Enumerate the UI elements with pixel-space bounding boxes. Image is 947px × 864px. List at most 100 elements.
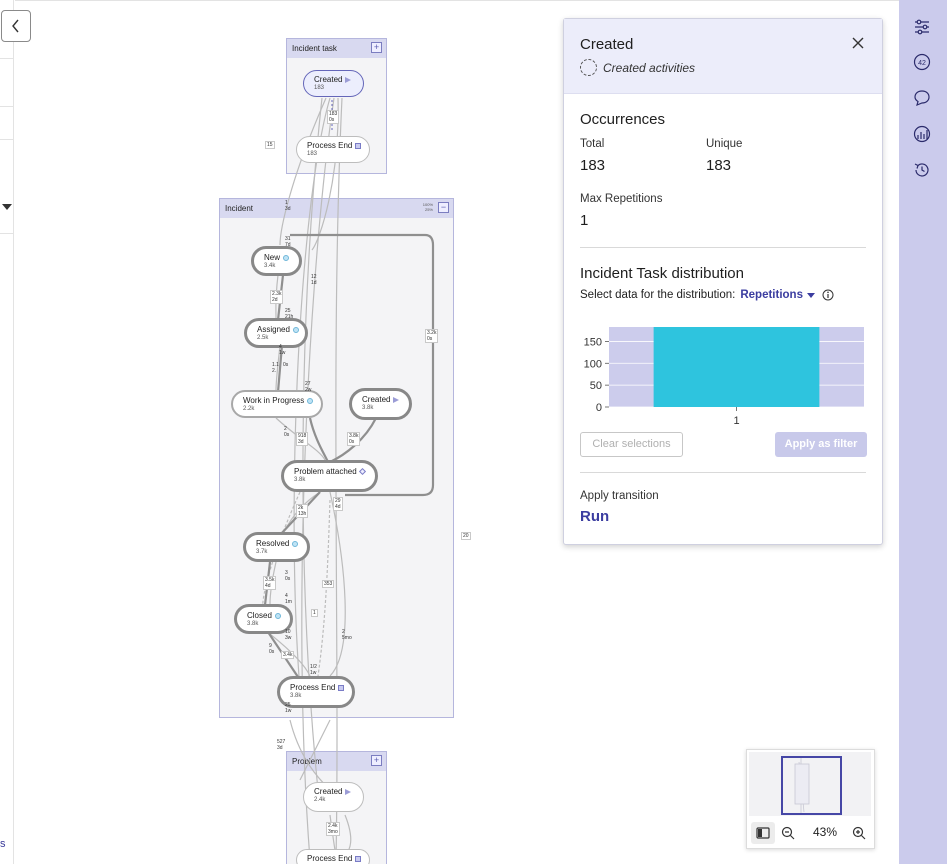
occurrences-heading: Occurrences [580,111,666,128]
max-repetitions-label: Max Repetitions [580,193,663,205]
end-icon [338,684,345,691]
zoom-level: 43% [813,825,838,839]
panel-subtitle: Created activities [603,60,696,75]
start-icon [345,788,352,795]
node-problem-attached[interactable]: Problem attached 3.8k [281,460,378,492]
close-panel-button[interactable] [852,36,864,54]
apply-as-filter-button[interactable]: Apply as filter [775,432,867,457]
clear-selections-button[interactable]: Clear selections [580,432,683,457]
minimap-graph [794,758,810,814]
edge-label: 2k 13h [296,504,309,518]
edge-label: 1 [311,609,318,617]
left-panel-strip [0,0,14,864]
settings-sliders-icon[interactable] [913,18,931,36]
edge-label: 2.3k 2d [270,290,284,304]
node-closed[interactable]: Closed 3.8k [234,604,293,634]
bar[interactable] [653,327,820,407]
comment-icon[interactable] [913,89,931,107]
expand-group-button[interactable]: + [371,755,382,766]
zoom-in-icon[interactable] [852,826,866,840]
edge-label: 3.5k 4d [263,576,277,590]
activity-icon [274,612,281,619]
edge-label: 3 0s [285,570,291,582]
minimap-viewport[interactable] [781,756,842,815]
info-icon[interactable] [822,289,834,301]
minimap-preview[interactable] [749,752,871,816]
node-created-problem-source[interactable]: Created 3.8k [349,388,412,420]
svg-text:42: 42 [918,60,926,67]
start-icon [345,76,352,83]
edge-label: 27 2w [305,381,312,393]
caret-down-icon[interactable] [806,291,816,299]
edge-label: 15 [265,141,275,149]
transition-run-link[interactable]: Run [580,508,610,525]
collapse-back-button[interactable] [1,10,31,42]
y-tick-label: 150 [584,336,602,348]
activity-details-panel: Created Created activities Occurrences T… [563,18,883,545]
start-icon [393,396,400,403]
analytics-icon[interactable] [913,125,931,143]
node-assigned[interactable]: Assigned 2.5k [244,318,308,348]
total-label: Total [580,138,605,150]
distribution-heading: Incident Task distribution [580,265,744,282]
activity-diamond-icon [358,468,366,476]
panel-title: Created [580,36,634,53]
fit-view-icon [756,827,770,839]
edge-label: 3.2k 0s [425,329,439,343]
edge-label: 2 0s [284,426,290,438]
group-title: Incident [225,204,254,213]
collapse-group-button[interactable]: − [438,202,449,213]
edge-label: 31 7d [285,236,291,248]
activity-icon [292,326,299,333]
minimap[interactable]: 43% [746,749,875,849]
edge-label: 1 3d [285,200,291,212]
x-tick-label: 1 [733,415,739,427]
right-toolbar: 42 [899,0,947,864]
zoom-out-icon[interactable] [781,826,795,840]
close-icon [852,37,864,49]
apply-transition-label: Apply transition [580,490,659,502]
edge-label: 353 [322,580,335,588]
distribution-chart[interactable]: 150 100 50 0 1 [574,319,874,439]
edge-label: 29 4d [333,497,343,511]
expand-group-button[interactable]: + [371,42,382,53]
edge-label: 3.4k [281,651,295,659]
edge-label: 10 3w [285,629,292,641]
node-process-end-problem[interactable]: Process End [296,849,370,864]
activity-icon [292,540,299,547]
total-value: 183 [580,157,606,174]
end-icon [355,855,362,862]
node-created-incident-task[interactable]: Created 183 [303,70,364,97]
edge-label: 2 5mo [342,629,352,641]
edge-label: 25 1w [285,702,292,714]
y-tick-label: 0 [596,402,602,414]
left-panel-link-text[interactable]: s [0,838,6,850]
distribution-prompt: Select data for the distribution: [580,289,736,301]
node-work-in-progress[interactable]: Work in Progress 2.2k [231,390,323,418]
edge-label: 1/2 1w [310,664,317,676]
process-graph-canvas[interactable]: Incident task + Incident 100% 25% − Probl… [0,0,899,864]
edge-label: 2.4k 3mo [326,822,340,836]
panel-header: Created Created activities [564,19,882,94]
edge-label: 9 0s [269,643,275,655]
history-icon[interactable] [913,161,931,179]
group-title: Incident task [292,44,337,53]
node-resolved[interactable]: Resolved 3.7k [243,532,310,562]
edge-label: 20 [461,532,471,540]
distribution-select[interactable]: Repetitions [740,289,803,301]
end-icon [355,142,362,149]
node-new[interactable]: New 3.4k [251,246,302,276]
unique-label: Unique [706,138,743,150]
number-42-icon[interactable]: 42 [913,53,931,71]
unique-value: 183 [706,157,732,174]
node-process-end-incident-task[interactable]: Process End 183 [296,136,370,163]
caret-down-icon[interactable] [2,204,12,210]
fit-view-button[interactable] [751,822,775,844]
activity-icon [307,397,314,404]
node-created-problem[interactable]: Created 2.4k [303,782,364,812]
node-process-end-incident[interactable]: Process End 3.8k [277,676,355,708]
edge-label: 918 3d [296,432,309,446]
y-tick-label: 50 [590,380,602,392]
edge-label: 4 1m [285,593,292,605]
max-repetitions-value: 1 [580,212,589,229]
